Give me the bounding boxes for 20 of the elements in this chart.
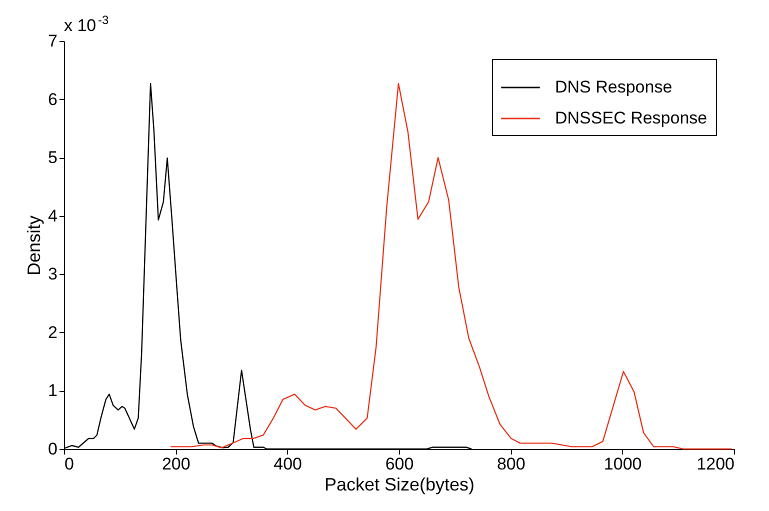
- line-series: [170, 82, 732, 450]
- x-tick-label: 0: [64, 454, 74, 474]
- x-axis-title: Packet Size(bytes): [324, 474, 475, 494]
- x-tick-label: 600: [385, 454, 414, 474]
- legend-label: DNS Response: [555, 78, 672, 96]
- y-tick-label: 5: [48, 148, 58, 168]
- x-tick-label: 1200: [696, 454, 734, 474]
- y-tick-label: 1: [48, 381, 58, 400]
- y-tick-label: 4: [48, 206, 58, 226]
- x-tick-label: 1000: [604, 454, 642, 474]
- y-tick-label: 3: [48, 264, 58, 284]
- legend-label: DNSSEC Response: [555, 108, 708, 128]
- y-tick-label: 7: [48, 32, 58, 50]
- x-tick-label: 400: [274, 454, 302, 474]
- y-tick-label: 6: [48, 90, 58, 109]
- y-tick-label: 2: [48, 322, 58, 342]
- x-tick-label: 200: [162, 454, 190, 474]
- y-tick-label: 0: [48, 440, 58, 458]
- x-tick-label: 800: [496, 454, 526, 474]
- y-axis-title: Density: [24, 215, 44, 276]
